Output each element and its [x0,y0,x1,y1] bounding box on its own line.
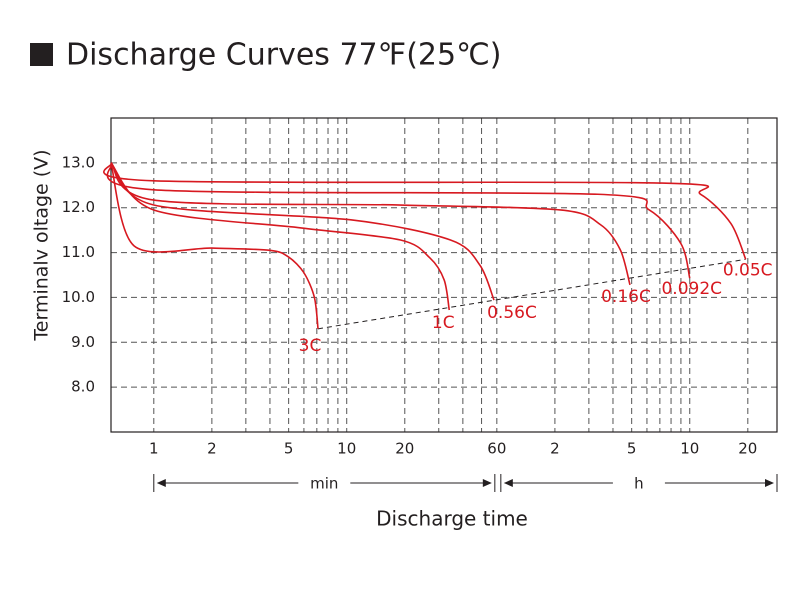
x-tick-label: 60 [487,440,506,458]
x-tick-label: 20 [395,440,414,458]
y-tick-label: 12.0 [62,198,95,216]
x-axis-label: Discharge time [376,507,528,531]
y-tick-label: 8.0 [71,378,95,396]
y-tick-label: 13.0 [62,153,95,171]
discharge-curve [106,162,691,279]
unit-label: min [310,475,338,493]
series-label: 3C [299,336,322,356]
discharge-curve [103,162,747,260]
series-label: 0.56C [487,303,537,323]
cutoff-line [317,258,746,330]
title-marker [30,43,53,66]
unit-label: h [634,475,644,493]
x-tick-label: 10 [337,440,356,458]
discharge-curve [110,162,451,311]
y-tick-label: 10.0 [62,288,95,306]
y-axis-label: Terminalv oltage (V) [31,149,53,341]
plot-frame [110,117,778,433]
series-label: 1C [432,313,455,333]
x-tick-label: 5 [627,440,637,458]
discharge-curve [110,162,495,301]
discharge-curve [110,162,319,329]
x-tick-label: 1 [149,440,159,458]
x-tick-label: 2 [550,440,560,458]
x-tick-label: 5 [284,440,294,458]
x-tick-label: 10 [680,440,699,458]
y-tick-label: 9.0 [71,333,95,351]
chart-title: Discharge Curves 77℉(25℃) [66,38,501,73]
x-tick-label: 20 [738,440,757,458]
series-label: 0.16C [601,287,651,307]
y-tick-label: 11.0 [62,243,95,261]
x-tick-label: 2 [207,440,217,458]
discharge-curve [110,162,631,286]
series-label: 0.092C [661,279,722,299]
series-label: 0.05C [723,260,773,280]
